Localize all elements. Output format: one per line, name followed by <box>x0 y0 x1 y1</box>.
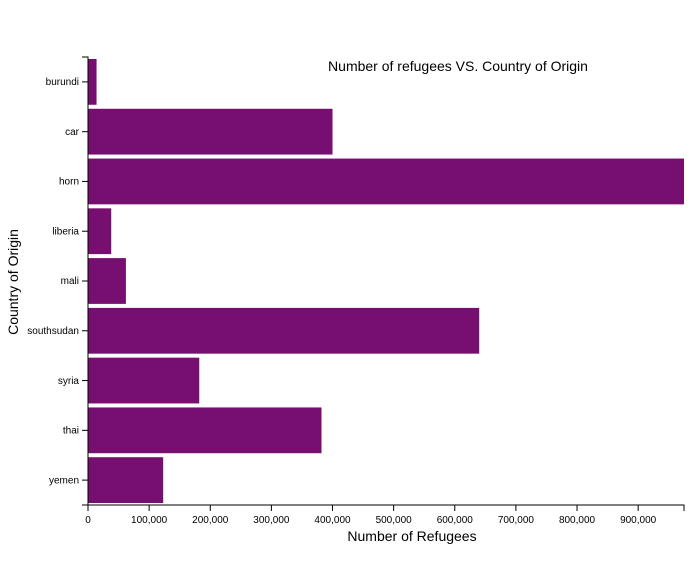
y-tick-label-car: car <box>65 127 80 138</box>
chart-title: Number of refugees VS. Country of Origin <box>328 58 588 74</box>
x-tick-label-300000: 300,000 <box>253 515 290 526</box>
y-tick-label-syria: syria <box>58 376 80 387</box>
x-tick-label-900000: 900,000 <box>620 515 657 526</box>
bar-horn <box>88 158 684 205</box>
bar-liberia <box>88 208 112 255</box>
x-axis-title: Number of Refugees <box>347 528 476 544</box>
y-tick-label-southsudan: southsudan <box>27 326 79 337</box>
y-tick-label-thai: thai <box>63 426 79 437</box>
x-tick-label-0: 0 <box>85 515 91 526</box>
bar-yemen <box>88 457 164 503</box>
bar-mali <box>88 258 126 304</box>
bar-car <box>88 108 333 155</box>
y-tick-label-mali: mali <box>61 276 79 287</box>
y-tick-label-yemen: yemen <box>49 475 79 486</box>
bar-syria <box>88 357 200 404</box>
y-axis-title: Country of Origin <box>5 229 21 335</box>
x-tick-label-100000: 100,000 <box>131 515 168 526</box>
y-axis: burundi car horn liberia mali southsudan syria… <box>27 56 89 506</box>
x-tick-label-500000: 500,000 <box>376 515 413 526</box>
x-tick-label-200000: 200,000 <box>192 515 229 526</box>
x-axis-line <box>87 504 685 511</box>
x-tick-label-600000: 600,000 <box>437 515 474 526</box>
x-tick-label-400000: 400,000 <box>314 515 351 526</box>
x-axis: 0 100,000 200,000 300,000 400,000 500,000 600,… <box>85 504 685 526</box>
bars-layer <box>88 59 684 503</box>
x-tick-label-800000: 800,000 <box>559 515 596 526</box>
bar-thai <box>88 407 322 454</box>
y-tick-label-burundi: burundi <box>46 77 79 88</box>
y-tick-label-horn: horn <box>59 177 79 188</box>
y-tick-label-liberia: liberia <box>52 226 79 237</box>
bar-burundi <box>88 59 97 105</box>
bar-southsudan <box>88 307 480 354</box>
x-tick-label-700000: 700,000 <box>498 515 535 526</box>
